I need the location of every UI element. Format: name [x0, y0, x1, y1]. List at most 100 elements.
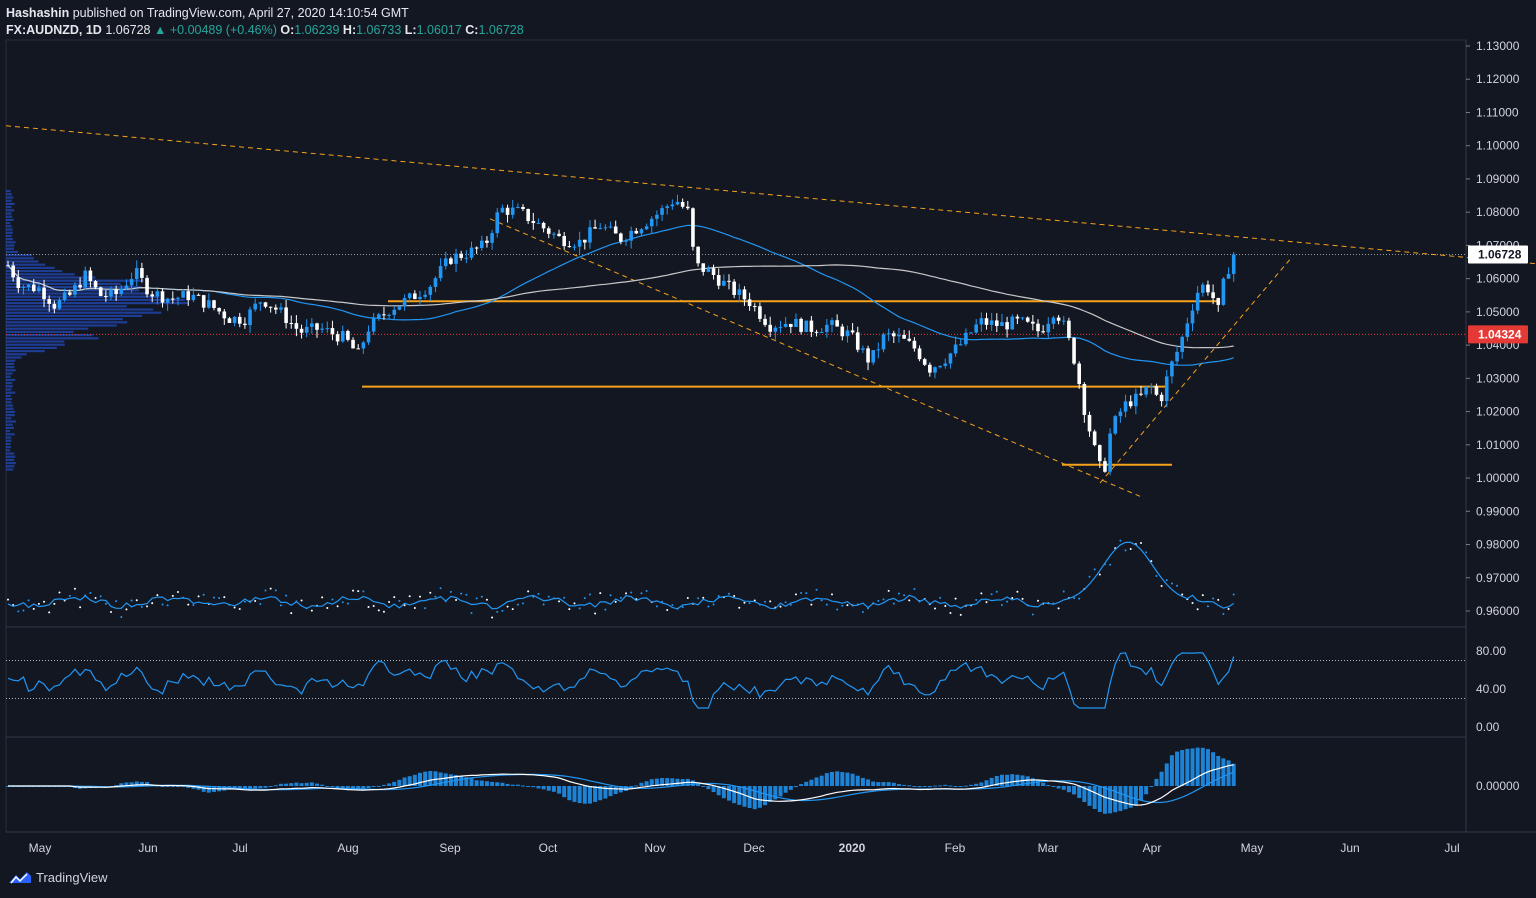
macd-histogram-bar [196, 786, 201, 790]
volatility-dot [300, 599, 303, 602]
volatility-dot [120, 615, 123, 618]
candle-body [248, 309, 252, 326]
volatility-dot [604, 608, 607, 611]
close-value: 1.06728 [478, 23, 524, 37]
volatility-dot [1016, 590, 1019, 593]
volatility-dot [738, 606, 741, 609]
volatility-dot [1196, 608, 1199, 611]
plot-border [5, 39, 1467, 833]
tradingview-brand[interactable]: TradingView [8, 870, 108, 885]
macd-histogram-bar [757, 786, 762, 808]
macd-histogram-bar [629, 786, 634, 789]
macd-histogram-bar [886, 782, 891, 786]
volume-profile-bar [6, 222, 11, 225]
volatility-dot [7, 598, 9, 601]
volatility-dot [671, 604, 674, 607]
volatility-dot [1145, 551, 1148, 554]
macd-histogram-bar [294, 782, 299, 786]
volume-profile-bar [6, 343, 65, 346]
candle-body [490, 233, 494, 243]
volume-profile-bar [6, 273, 75, 276]
macd-histogram-bar [1226, 760, 1231, 786]
price-tick-label: 1.01000 [1476, 438, 1520, 452]
open-value: 1.06239 [294, 23, 340, 37]
candle-body [886, 333, 891, 335]
volume-profile-bar [6, 215, 13, 218]
volatility-dot [1206, 605, 1209, 608]
macd-histogram-bar [1169, 755, 1174, 786]
candle-body [6, 265, 10, 267]
macd-histogram-bar [634, 785, 639, 787]
volume-profile-bar [6, 366, 15, 369]
candle-body [299, 328, 304, 333]
volatility-dot [264, 589, 267, 592]
volatility-dot [805, 592, 808, 595]
candle-body [351, 339, 355, 349]
macd-histogram-bar [412, 774, 417, 786]
volatility-dot [800, 592, 803, 595]
macd-histogram-bar [1051, 786, 1056, 787]
candle-body [1144, 386, 1148, 395]
symbol-label: FX:AUDNZD, 1D [6, 23, 102, 37]
publish-header: Hashashin published on TradingView.com, … [6, 5, 409, 22]
time-tick-label: Jun [1340, 841, 1359, 855]
volume-profile-bar [6, 266, 55, 269]
candle-body [140, 268, 144, 278]
macd-histogram-bar [587, 786, 592, 804]
macd-histogram-bar [654, 778, 659, 786]
volatility-dot [825, 603, 828, 606]
candle-body [88, 270, 93, 282]
volume-profile-bar [6, 241, 16, 244]
rsi-line [7, 652, 1235, 709]
macd-histogram-bar [783, 786, 788, 793]
candle-body [1170, 361, 1174, 377]
volume-profile-bar [6, 270, 63, 273]
macd-histogram-bar [1175, 751, 1180, 786]
high-value: 1.06733 [356, 23, 402, 37]
volatility-dot [68, 594, 71, 597]
volatility-dot [398, 599, 401, 602]
volatility-dot [655, 605, 658, 608]
candle-body [1149, 386, 1154, 388]
candle-body [315, 323, 319, 330]
candle-body [68, 292, 72, 295]
price-tick-label: 1.12000 [1476, 72, 1520, 86]
candle-body [191, 294, 196, 301]
candle-body [418, 296, 422, 300]
price-tick-label: 1.06000 [1476, 272, 1520, 286]
candle-body [789, 323, 793, 327]
volatility-dot [990, 593, 993, 596]
volatility-dot [877, 599, 880, 602]
candle-body [603, 227, 608, 229]
volatility-dot [516, 603, 519, 606]
volatility-dot [1109, 563, 1112, 566]
volatility-dot [831, 593, 833, 596]
candle-body [716, 274, 721, 286]
candle-body [917, 348, 922, 360]
candle-body [809, 320, 814, 332]
candle-body [129, 279, 134, 286]
candle-body [361, 342, 366, 349]
candle-body [1231, 254, 1236, 274]
macd-histogram-bar [299, 783, 304, 786]
low-value: 1.06017 [416, 23, 462, 37]
candle-body [1051, 317, 1056, 324]
price-tick-label: 1.00000 [1476, 471, 1520, 485]
volatility-dot [913, 588, 916, 591]
macd-histogram-bar [165, 786, 170, 787]
volume-profile-bar [6, 350, 45, 353]
macd-histogram-bar [464, 777, 469, 786]
author-name[interactable]: Hashashin [6, 6, 70, 20]
volatility-dot [789, 603, 792, 606]
candle-body [629, 230, 633, 241]
candle-body [1211, 292, 1215, 299]
volatility-dot [259, 602, 262, 605]
volatility-dot [609, 594, 612, 597]
time-tick-label: May [29, 841, 52, 855]
candle-body [134, 268, 139, 280]
candle-body [263, 302, 268, 307]
candle-body [1015, 316, 1020, 319]
volatility-dot [506, 605, 509, 608]
high-label: H: [342, 23, 357, 37]
